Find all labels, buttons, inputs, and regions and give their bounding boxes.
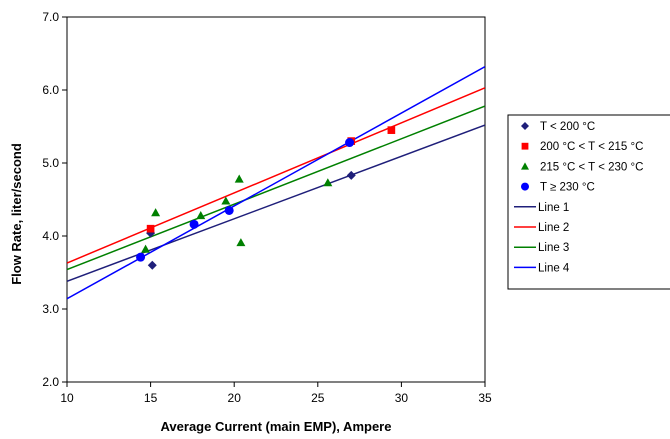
- axis-ticks: 10 15 20 25 30 35 2.0 3.0 4.0 5.0 6.0 7.0: [42, 10, 492, 405]
- plot-area: [66, 16, 486, 383]
- data-point-triangle: [151, 208, 161, 217]
- legend-marker-square: [521, 142, 529, 150]
- data-point-triangle: [196, 211, 206, 220]
- x-tick-label: 25: [311, 391, 325, 405]
- y-tick-label: 4.0: [42, 229, 59, 243]
- data-point-triangle: [221, 196, 231, 205]
- legend-label: T ≥ 230 °C: [540, 182, 595, 194]
- data-point-square: [387, 126, 396, 134]
- legend: T < 200 °C 200 °C < T < 215 °C 215 °C < T …: [507, 114, 670, 290]
- legend-label: Line 1: [538, 202, 569, 214]
- legend-label: Line 2: [538, 222, 569, 234]
- trend-lines: [67, 65, 485, 300]
- legend-label: Line 4: [538, 262, 570, 274]
- data-point-circle: [224, 205, 234, 215]
- y-axis-title: Flow Rate, liter/second: [9, 143, 24, 285]
- trend-line-7: [67, 105, 485, 271]
- legend-box: [507, 114, 670, 290]
- data-point-triangle: [236, 238, 246, 247]
- data-points: [136, 126, 396, 270]
- legend-label: Line 3: [538, 242, 569, 254]
- legend-label: T < 200 °C: [540, 121, 595, 133]
- data-point-triangle: [323, 178, 333, 187]
- y-tick-label: 3.0: [42, 302, 59, 316]
- y-tick-label: 7.0: [42, 10, 59, 24]
- y-tick-label: 5.0: [42, 156, 59, 170]
- data-point-triangle: [141, 244, 151, 253]
- data-point-circle: [136, 252, 146, 262]
- data-point-triangle: [234, 174, 244, 183]
- legend-marker-triangle: [521, 162, 529, 170]
- legend-label: 200 °C < T < 215 °C: [540, 141, 643, 153]
- data-point-square: [146, 224, 155, 233]
- x-tick-label: 15: [144, 391, 158, 405]
- data-point-circle: [345, 138, 355, 148]
- trend-line-6: [67, 87, 485, 264]
- legend-marker-circle: [521, 182, 529, 191]
- x-tick-label: 30: [395, 391, 409, 405]
- data-point-diamond: [346, 170, 356, 180]
- legend-label: 215 °C < T < 230 °C: [540, 161, 643, 173]
- data-point-circle: [189, 219, 199, 229]
- trend-line-8: [67, 65, 485, 300]
- x-tick-label: 20: [228, 391, 242, 405]
- data-point-diamond: [147, 260, 157, 270]
- plot-border: [66, 16, 486, 383]
- x-tick-label: 10: [60, 391, 74, 405]
- y-tick-label: 2.0: [42, 375, 59, 389]
- x-tick-label: 35: [478, 391, 492, 405]
- x-axis-title: Average Current (main EMP), Ampere: [161, 419, 392, 434]
- legend-marker-diamond: [521, 122, 529, 130]
- y-tick-label: 6.0: [42, 83, 59, 97]
